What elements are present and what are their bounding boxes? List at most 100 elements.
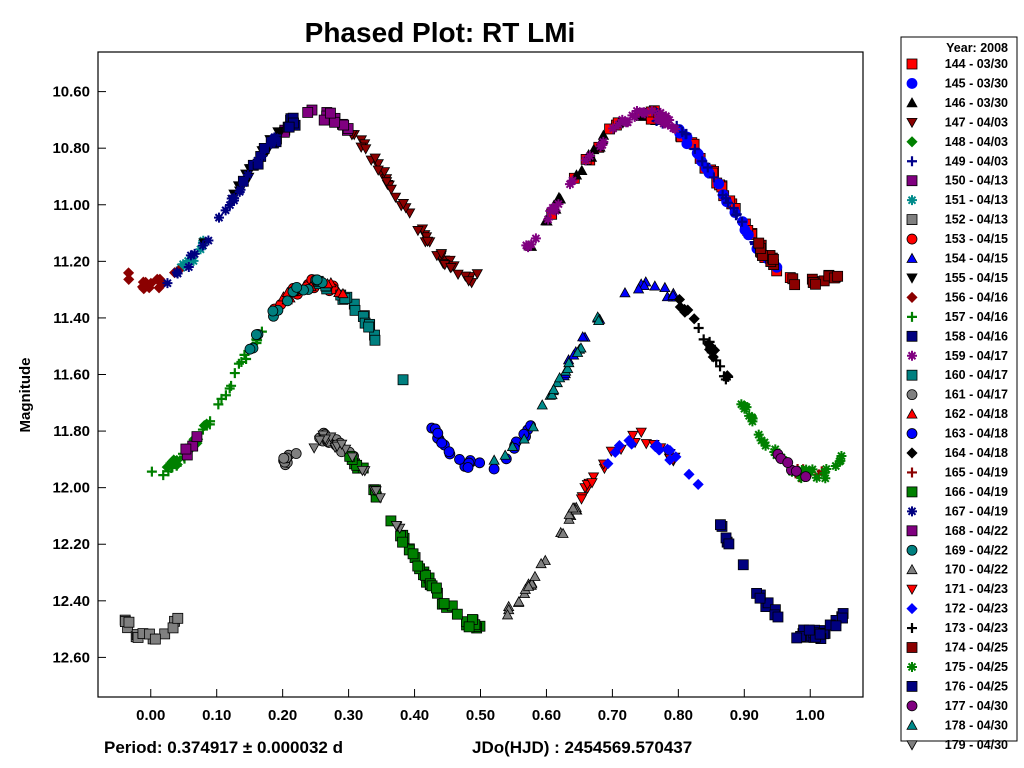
data-point bbox=[443, 446, 455, 458]
data-point bbox=[397, 536, 408, 548]
y-tick-label: 12.60 bbox=[52, 649, 90, 666]
data-point bbox=[188, 255, 199, 266]
data-point bbox=[256, 151, 267, 162]
data-point bbox=[369, 153, 381, 164]
data-point bbox=[238, 177, 249, 188]
data-point bbox=[602, 458, 614, 470]
data-point bbox=[698, 334, 709, 345]
legend-marker bbox=[906, 603, 918, 615]
data-point bbox=[530, 233, 541, 244]
data-point bbox=[397, 374, 409, 386]
data-point bbox=[397, 199, 410, 210]
data-point bbox=[266, 138, 277, 149]
data-point bbox=[753, 237, 765, 249]
legend-marker bbox=[906, 291, 918, 303]
data-point bbox=[836, 451, 847, 462]
period-footer: Period: 0.374917 ± 0.000032 d bbox=[104, 738, 343, 757]
legend-label: 159 - 04/17 bbox=[945, 349, 1008, 363]
data-point bbox=[652, 113, 663, 124]
epoch-footer: JDo(HJD) : 2454569.570437 bbox=[472, 738, 692, 757]
legend-marker bbox=[906, 719, 918, 730]
data-point bbox=[803, 624, 815, 636]
data-point bbox=[664, 454, 676, 466]
y-tick-label: 12.00 bbox=[52, 480, 90, 497]
data-point bbox=[229, 195, 240, 206]
chart-title: Phased Plot: RT LMi bbox=[305, 17, 576, 48]
series-172 bbox=[602, 434, 704, 490]
series-168 bbox=[180, 431, 203, 461]
data-point bbox=[688, 313, 700, 325]
data-point bbox=[189, 248, 200, 259]
data-point bbox=[529, 570, 541, 581]
data-point bbox=[770, 444, 781, 455]
data-point bbox=[385, 184, 397, 195]
y-tick-label: 10.80 bbox=[52, 140, 90, 157]
legend-label: 152 - 04/13 bbox=[945, 213, 1008, 227]
series-177 bbox=[772, 448, 812, 483]
data-point bbox=[360, 144, 372, 155]
data-point bbox=[191, 431, 203, 443]
legend-label: 163 - 04/18 bbox=[945, 427, 1008, 441]
data-point bbox=[302, 107, 314, 118]
data-point bbox=[649, 280, 661, 291]
x-tick-label: 0.40 bbox=[400, 707, 429, 724]
data-point bbox=[681, 128, 692, 139]
data-point bbox=[258, 143, 270, 154]
data-point bbox=[790, 465, 802, 477]
data-point bbox=[336, 439, 348, 450]
data-point bbox=[708, 172, 719, 183]
legend-label: 148 - 04/03 bbox=[945, 135, 1008, 149]
data-point bbox=[169, 457, 180, 468]
data-point bbox=[577, 331, 589, 342]
legend-label: 155 - 04/15 bbox=[945, 271, 1008, 285]
legend-label: 168 - 04/22 bbox=[945, 524, 1008, 538]
legend-label: 158 - 04/16 bbox=[945, 329, 1008, 343]
data-point bbox=[183, 262, 194, 273]
data-point bbox=[123, 273, 135, 285]
legend-marker bbox=[907, 467, 917, 478]
data-point bbox=[561, 362, 574, 373]
data-point bbox=[646, 106, 657, 117]
data-point bbox=[462, 276, 475, 287]
data-point bbox=[810, 278, 821, 290]
data-point bbox=[203, 235, 214, 246]
legend-label: 164 - 04/18 bbox=[945, 446, 1008, 460]
data-point bbox=[463, 621, 475, 633]
data-point bbox=[407, 548, 419, 560]
data-point bbox=[746, 412, 757, 423]
series-170 bbox=[501, 501, 583, 620]
data-point bbox=[234, 186, 245, 197]
data-point bbox=[587, 472, 600, 483]
legend-label: 150 - 04/13 bbox=[945, 174, 1008, 188]
data-point bbox=[627, 430, 639, 442]
data-point bbox=[197, 424, 208, 435]
data-point bbox=[739, 403, 750, 414]
data-point bbox=[325, 107, 336, 119]
legend-marker bbox=[906, 252, 918, 263]
data-point bbox=[567, 502, 579, 513]
data-point bbox=[715, 519, 726, 531]
y-axis-label: Magnitude bbox=[17, 358, 34, 433]
legend-marker bbox=[906, 525, 918, 537]
legend-box bbox=[900, 36, 1018, 742]
data-point bbox=[250, 329, 262, 341]
legend-marker bbox=[906, 175, 918, 187]
data-point bbox=[553, 199, 564, 210]
data-point bbox=[278, 452, 290, 464]
data-point bbox=[571, 346, 584, 357]
legend-label: 145 - 03/30 bbox=[945, 76, 1008, 90]
legend-label: 176 - 04/25 bbox=[945, 679, 1008, 693]
data-point bbox=[146, 466, 157, 477]
legend-label: 149 - 04/03 bbox=[945, 154, 1008, 168]
legend-label: 162 - 04/18 bbox=[945, 407, 1008, 421]
data-point bbox=[451, 608, 463, 620]
data-point bbox=[814, 628, 826, 640]
data-point bbox=[462, 462, 474, 473]
data-point bbox=[390, 521, 402, 532]
legend-marker bbox=[906, 78, 918, 89]
data-point bbox=[768, 253, 779, 265]
data-point bbox=[723, 197, 734, 208]
series-179 bbox=[308, 430, 406, 534]
data-point bbox=[536, 399, 548, 410]
data-point bbox=[654, 110, 665, 121]
